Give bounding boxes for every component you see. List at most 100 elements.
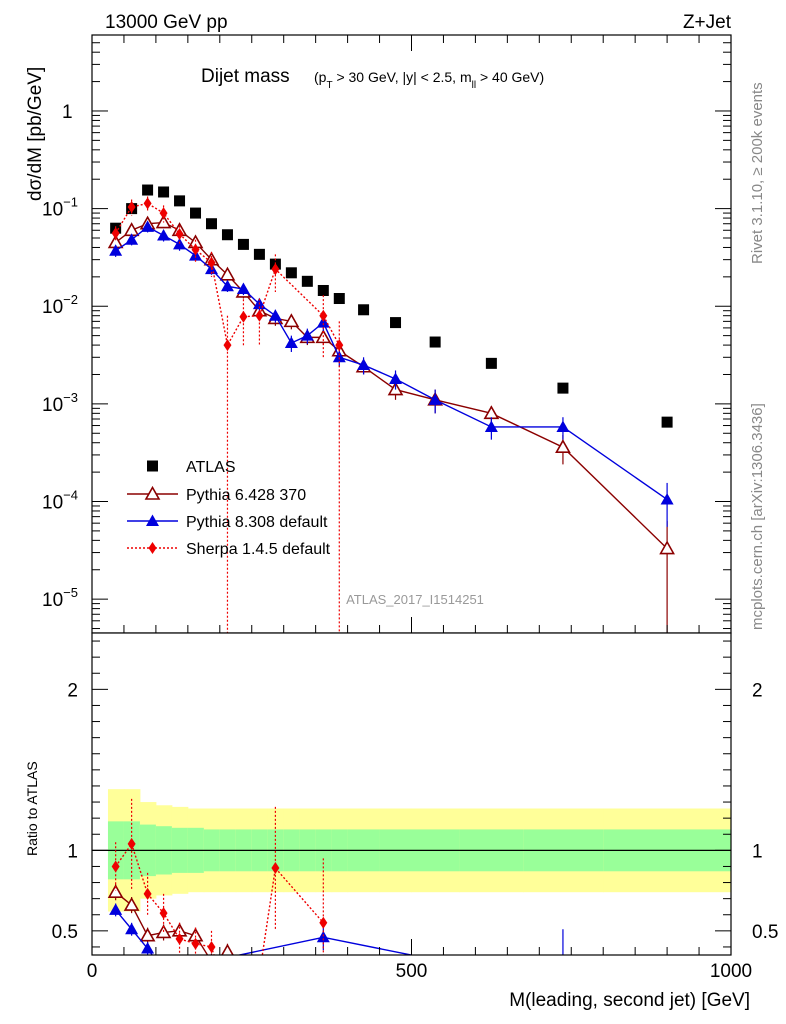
ratio-y-tick-label-left: 2	[67, 680, 78, 701]
mcplots-reference-label: mcplots.cern.ch [arXiv:1306.3436]	[749, 403, 766, 630]
data-point	[255, 309, 264, 322]
data-point	[428, 393, 442, 405]
main-plot-background	[92, 35, 731, 633]
ratio-axes: 0.5 0.5 1 1 2 2 0 500 1000	[52, 632, 778, 982]
legend-item-2: Pythia 8.308 default	[127, 514, 328, 531]
data-point	[283, 313, 300, 328]
data-point	[485, 357, 497, 369]
ratio-point	[111, 860, 120, 873]
x-tick-label: 1000	[710, 961, 752, 982]
data-point	[300, 329, 314, 341]
data-point	[239, 310, 248, 323]
data-point	[223, 339, 232, 352]
data-point	[661, 416, 673, 428]
ratio-point	[556, 979, 569, 991]
legend-label: Pythia 8.308 default	[186, 514, 328, 531]
legend-marker	[144, 485, 161, 500]
ratio-y-tick-label-right: 0.5	[752, 922, 778, 943]
main-panel: 10−5 10−4 10−3 10−2 10−1 1 Dijet mass (pT > 3…	[25, 34, 732, 634]
data-point	[174, 195, 186, 207]
data-point	[358, 304, 370, 316]
chart-title: Dijet mass	[201, 66, 290, 87]
data-point	[143, 197, 152, 210]
data-point	[191, 243, 200, 256]
ratio-band-layer	[92, 633, 732, 955]
main-axes: 10−5 10−4 10−3 10−2 10−1 1	[42, 34, 732, 634]
ratio-point	[255, 968, 263, 980]
data-point	[332, 350, 346, 363]
data-point	[111, 227, 120, 240]
analysis-watermark: ATLAS_2017_I1514251	[346, 592, 484, 607]
data-point	[556, 420, 570, 432]
legend-marker	[148, 542, 157, 554]
x-axis-label: M(leading, second jet) [GeV]	[509, 990, 750, 1011]
ratio-point	[159, 907, 168, 920]
data-point	[109, 244, 123, 256]
legend: ATLAS Pythia 6.428 370 Pythia 8.308 defaul…	[127, 459, 331, 558]
data-point	[333, 293, 345, 305]
ratio-point	[127, 837, 136, 850]
data-point	[159, 207, 168, 220]
ratio-point	[125, 922, 139, 935]
data-point	[301, 275, 313, 287]
data-point	[127, 200, 136, 213]
collision-label: 13000 GeV pp	[105, 12, 228, 33]
legend-label: Sherpa 1.4.5 default	[186, 541, 331, 558]
ratio-point	[223, 993, 231, 1005]
ratio-point	[157, 965, 170, 977]
ratio-point	[271, 862, 280, 875]
data-point	[429, 336, 441, 348]
legend-label: ATLAS	[186, 459, 236, 476]
data-point	[219, 266, 236, 281]
y-tick-label: 10−5	[42, 585, 78, 611]
data-point	[253, 248, 265, 260]
y-tick-label: 10−2	[42, 292, 78, 318]
y-tick-label: 10−3	[42, 390, 78, 416]
rivet-version-label: Rivet 3.1.10, ≥ 200k events	[749, 82, 766, 264]
data-point	[357, 358, 371, 371]
data-point	[158, 186, 170, 198]
ratio-point	[221, 943, 234, 955]
legend-marker	[146, 514, 159, 526]
ratio-point	[316, 930, 330, 943]
ratio-point	[239, 976, 247, 988]
ratio-series-0	[107, 884, 234, 955]
data-point	[317, 284, 329, 296]
main-plot-area	[92, 35, 731, 633]
ratio-series-2	[111, 798, 328, 1005]
data-point	[205, 218, 217, 230]
data-point	[173, 237, 187, 250]
main-series-layer	[107, 184, 675, 633]
series-3	[111, 196, 344, 633]
data-point	[157, 229, 171, 241]
y-axis-label: dσ/dM [pb/GeV]	[25, 67, 46, 201]
ratio-plot-background	[92, 633, 731, 955]
data-point	[221, 229, 233, 241]
data-point	[660, 492, 674, 505]
data-point	[141, 220, 155, 232]
data-point	[285, 267, 297, 279]
legend-item-1: Pythia 6.428 370	[127, 485, 306, 504]
data-point	[268, 309, 282, 321]
ratio-y-tick-label-left: 0.5	[52, 922, 78, 943]
y-tick-label: 10−4	[42, 488, 78, 514]
x-tick-label: 0	[87, 961, 98, 982]
data-point	[125, 233, 139, 245]
y-tick-label: 1	[62, 102, 73, 123]
ratio-series-layer	[107, 798, 569, 1005]
data-point	[175, 227, 184, 240]
data-point	[284, 336, 298, 349]
data-point	[335, 339, 344, 352]
ratio-y-tick-label-left: 1	[67, 841, 78, 862]
ratio-point	[143, 887, 152, 900]
ratio-panel: 0.5 0.5 1 1 2 2 0 500 1000 Ratio to ATLAS	[24, 632, 778, 1005]
ratio-point	[141, 942, 155, 954]
chart-title-cuts: (pT > 30 GeV, |y| < 2.5, mll > 40 GeV)	[314, 69, 544, 91]
ratio-point	[319, 916, 328, 929]
x-tick-label: 500	[396, 961, 428, 982]
ratio-point	[191, 937, 200, 950]
data-point	[659, 540, 675, 555]
ratio-point	[175, 932, 184, 945]
ratio-point	[109, 903, 123, 915]
